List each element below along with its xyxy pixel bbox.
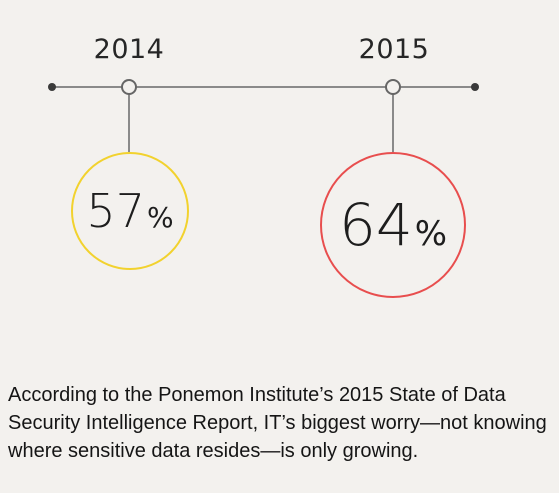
stat-unit-2015: % bbox=[414, 214, 448, 254]
timeline-graphic bbox=[48, 79, 479, 152]
timeline-marker-2015 bbox=[385, 79, 401, 95]
stat-unit-2014: % bbox=[146, 201, 174, 234]
stat-number-2015: 64 bbox=[338, 191, 413, 259]
stat-number-2014: 57 bbox=[86, 184, 145, 238]
year-label-2014: 2014 bbox=[93, 34, 165, 65]
stat-value-2015: 64 % bbox=[339, 191, 447, 259]
timeline-start-dot bbox=[48, 83, 56, 91]
stat-circle-2015: 64 % bbox=[320, 152, 466, 298]
caption-text: According to the Ponemon Institute’s 201… bbox=[8, 384, 547, 462]
timeline-marker-2014 bbox=[121, 79, 137, 95]
stat-circle-2014: 57 % bbox=[71, 152, 189, 270]
timeline-end-dot bbox=[471, 83, 479, 91]
year-label-2015: 2015 bbox=[358, 34, 430, 65]
timeline: 2014 2015 57 % 64 % bbox=[48, 34, 479, 298]
stat-value-2014: 57 % bbox=[86, 184, 173, 238]
